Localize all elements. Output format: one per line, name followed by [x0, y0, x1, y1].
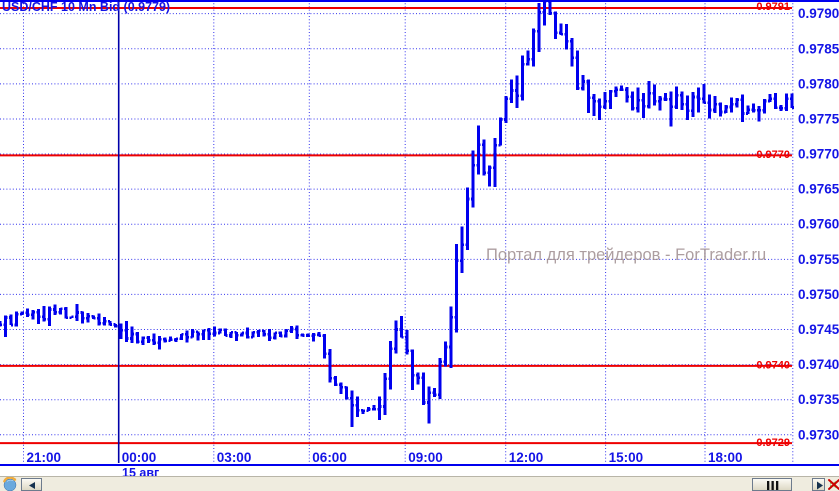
svg-text:0.9791: 0.9791	[756, 1, 790, 13]
svg-text:21:00: 21:00	[27, 450, 62, 465]
svg-text:03:00: 03:00	[217, 450, 252, 465]
svg-text:06:00: 06:00	[312, 450, 347, 465]
svg-text:00:00: 00:00	[122, 450, 157, 465]
svg-text:09:00: 09:00	[408, 450, 443, 465]
svg-text:0.9770: 0.9770	[798, 147, 839, 162]
svg-text:0.9785: 0.9785	[798, 41, 839, 56]
svg-text:0.9735: 0.9735	[798, 392, 839, 407]
svg-text:0.9729: 0.9729	[756, 437, 790, 449]
svg-text:0.9775: 0.9775	[798, 111, 839, 126]
svg-text:0.9760: 0.9760	[798, 217, 839, 232]
svg-text:18:00: 18:00	[708, 450, 743, 465]
svg-text:0.9780: 0.9780	[798, 76, 839, 91]
svg-text:Портал для трейдеров - ForTrad: Портал для трейдеров - ForTrader.ru	[486, 246, 766, 264]
svg-text:0.9745: 0.9745	[798, 322, 839, 337]
svg-text:15:00: 15:00	[609, 450, 644, 465]
svg-text:USD/CHF 10 Mn Bid (0.9779): USD/CHF 10 Mn Bid (0.9779)	[2, 0, 170, 14]
svg-text:0.9740: 0.9740	[798, 357, 839, 372]
svg-text:0.9740: 0.9740	[756, 360, 790, 372]
svg-text:12:00: 12:00	[509, 450, 544, 465]
svg-text:0.9790: 0.9790	[798, 6, 839, 21]
svg-text:0.9750: 0.9750	[798, 287, 839, 302]
svg-text:0.9765: 0.9765	[798, 182, 839, 197]
svg-text:0.9730: 0.9730	[798, 427, 839, 442]
svg-text:0.9755: 0.9755	[798, 252, 839, 267]
svg-text:0.9770: 0.9770	[756, 149, 790, 161]
